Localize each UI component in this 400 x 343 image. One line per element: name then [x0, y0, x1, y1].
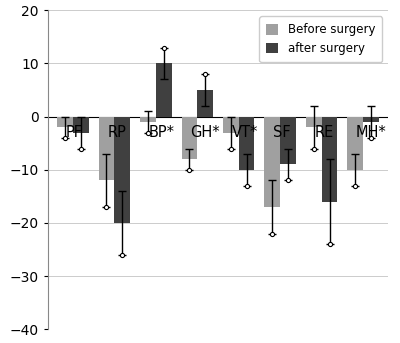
- Bar: [347, 117, 363, 170]
- Bar: [280, 117, 296, 165]
- Text: RE: RE: [315, 125, 334, 140]
- Text: BP*: BP*: [149, 125, 175, 140]
- Bar: [363, 117, 379, 122]
- Bar: [182, 117, 197, 159]
- Bar: [322, 117, 338, 202]
- Text: VT*: VT*: [232, 125, 258, 140]
- Bar: [223, 117, 239, 133]
- Text: SF: SF: [273, 125, 291, 140]
- Text: RP: RP: [107, 125, 126, 140]
- Text: PF: PF: [66, 125, 83, 140]
- Bar: [140, 117, 156, 122]
- Bar: [239, 117, 254, 170]
- Bar: [114, 117, 130, 223]
- Bar: [57, 117, 73, 127]
- Legend: Before surgery, after surgery: Before surgery, after surgery: [259, 16, 382, 62]
- Text: MH*: MH*: [356, 125, 387, 140]
- Bar: [156, 63, 172, 117]
- Bar: [197, 90, 213, 117]
- Bar: [98, 117, 114, 180]
- Bar: [306, 117, 322, 127]
- Bar: [264, 117, 280, 207]
- Text: GH*: GH*: [190, 125, 220, 140]
- Bar: [73, 117, 89, 133]
